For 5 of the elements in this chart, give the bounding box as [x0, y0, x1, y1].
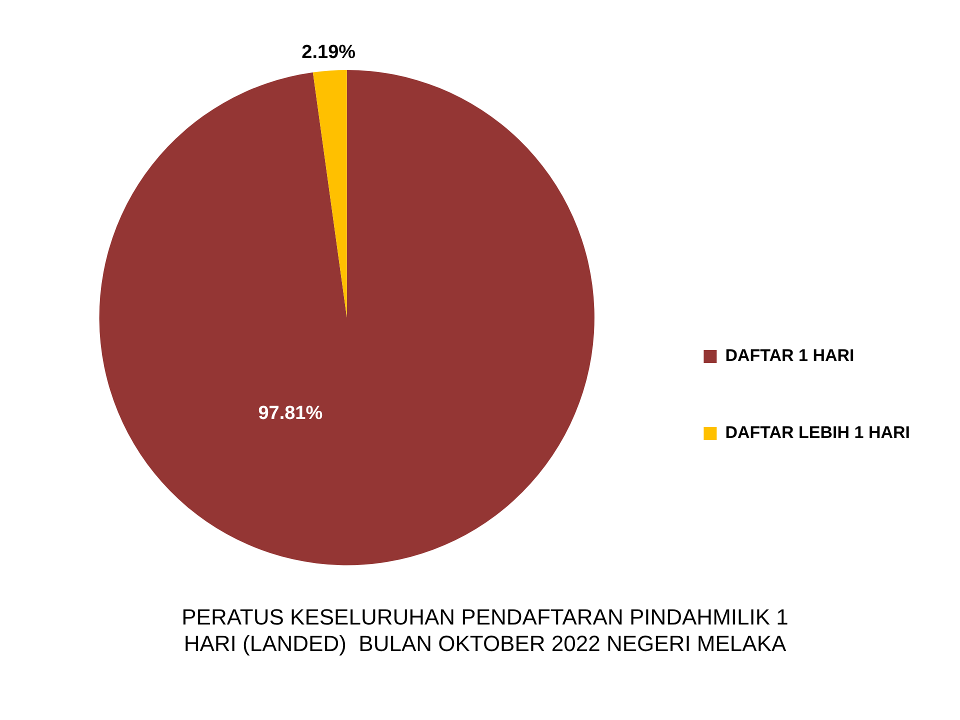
legend-label: DAFTAR 1 HARI — [725, 346, 854, 366]
data-label: 2.19% — [302, 42, 356, 63]
legend-label: DAFTAR LEBIH 1 HARI — [725, 423, 910, 442]
data-label: 97.81% — [258, 402, 323, 424]
text: PERATUS KESELURUHAN PENDAFTARAN PINDAHMILIK 1 HARI (LANDED) BULAN OKTOBER 2022 NEGERI MELAKA — [182, 604, 788, 656]
